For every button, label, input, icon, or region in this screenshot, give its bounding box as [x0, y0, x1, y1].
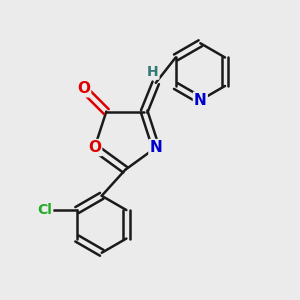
Text: N: N	[194, 93, 207, 108]
Text: O: O	[77, 81, 90, 96]
Text: H: H	[147, 65, 158, 79]
Text: Cl: Cl	[38, 203, 52, 217]
Text: O: O	[88, 140, 101, 155]
Text: N: N	[149, 140, 162, 155]
